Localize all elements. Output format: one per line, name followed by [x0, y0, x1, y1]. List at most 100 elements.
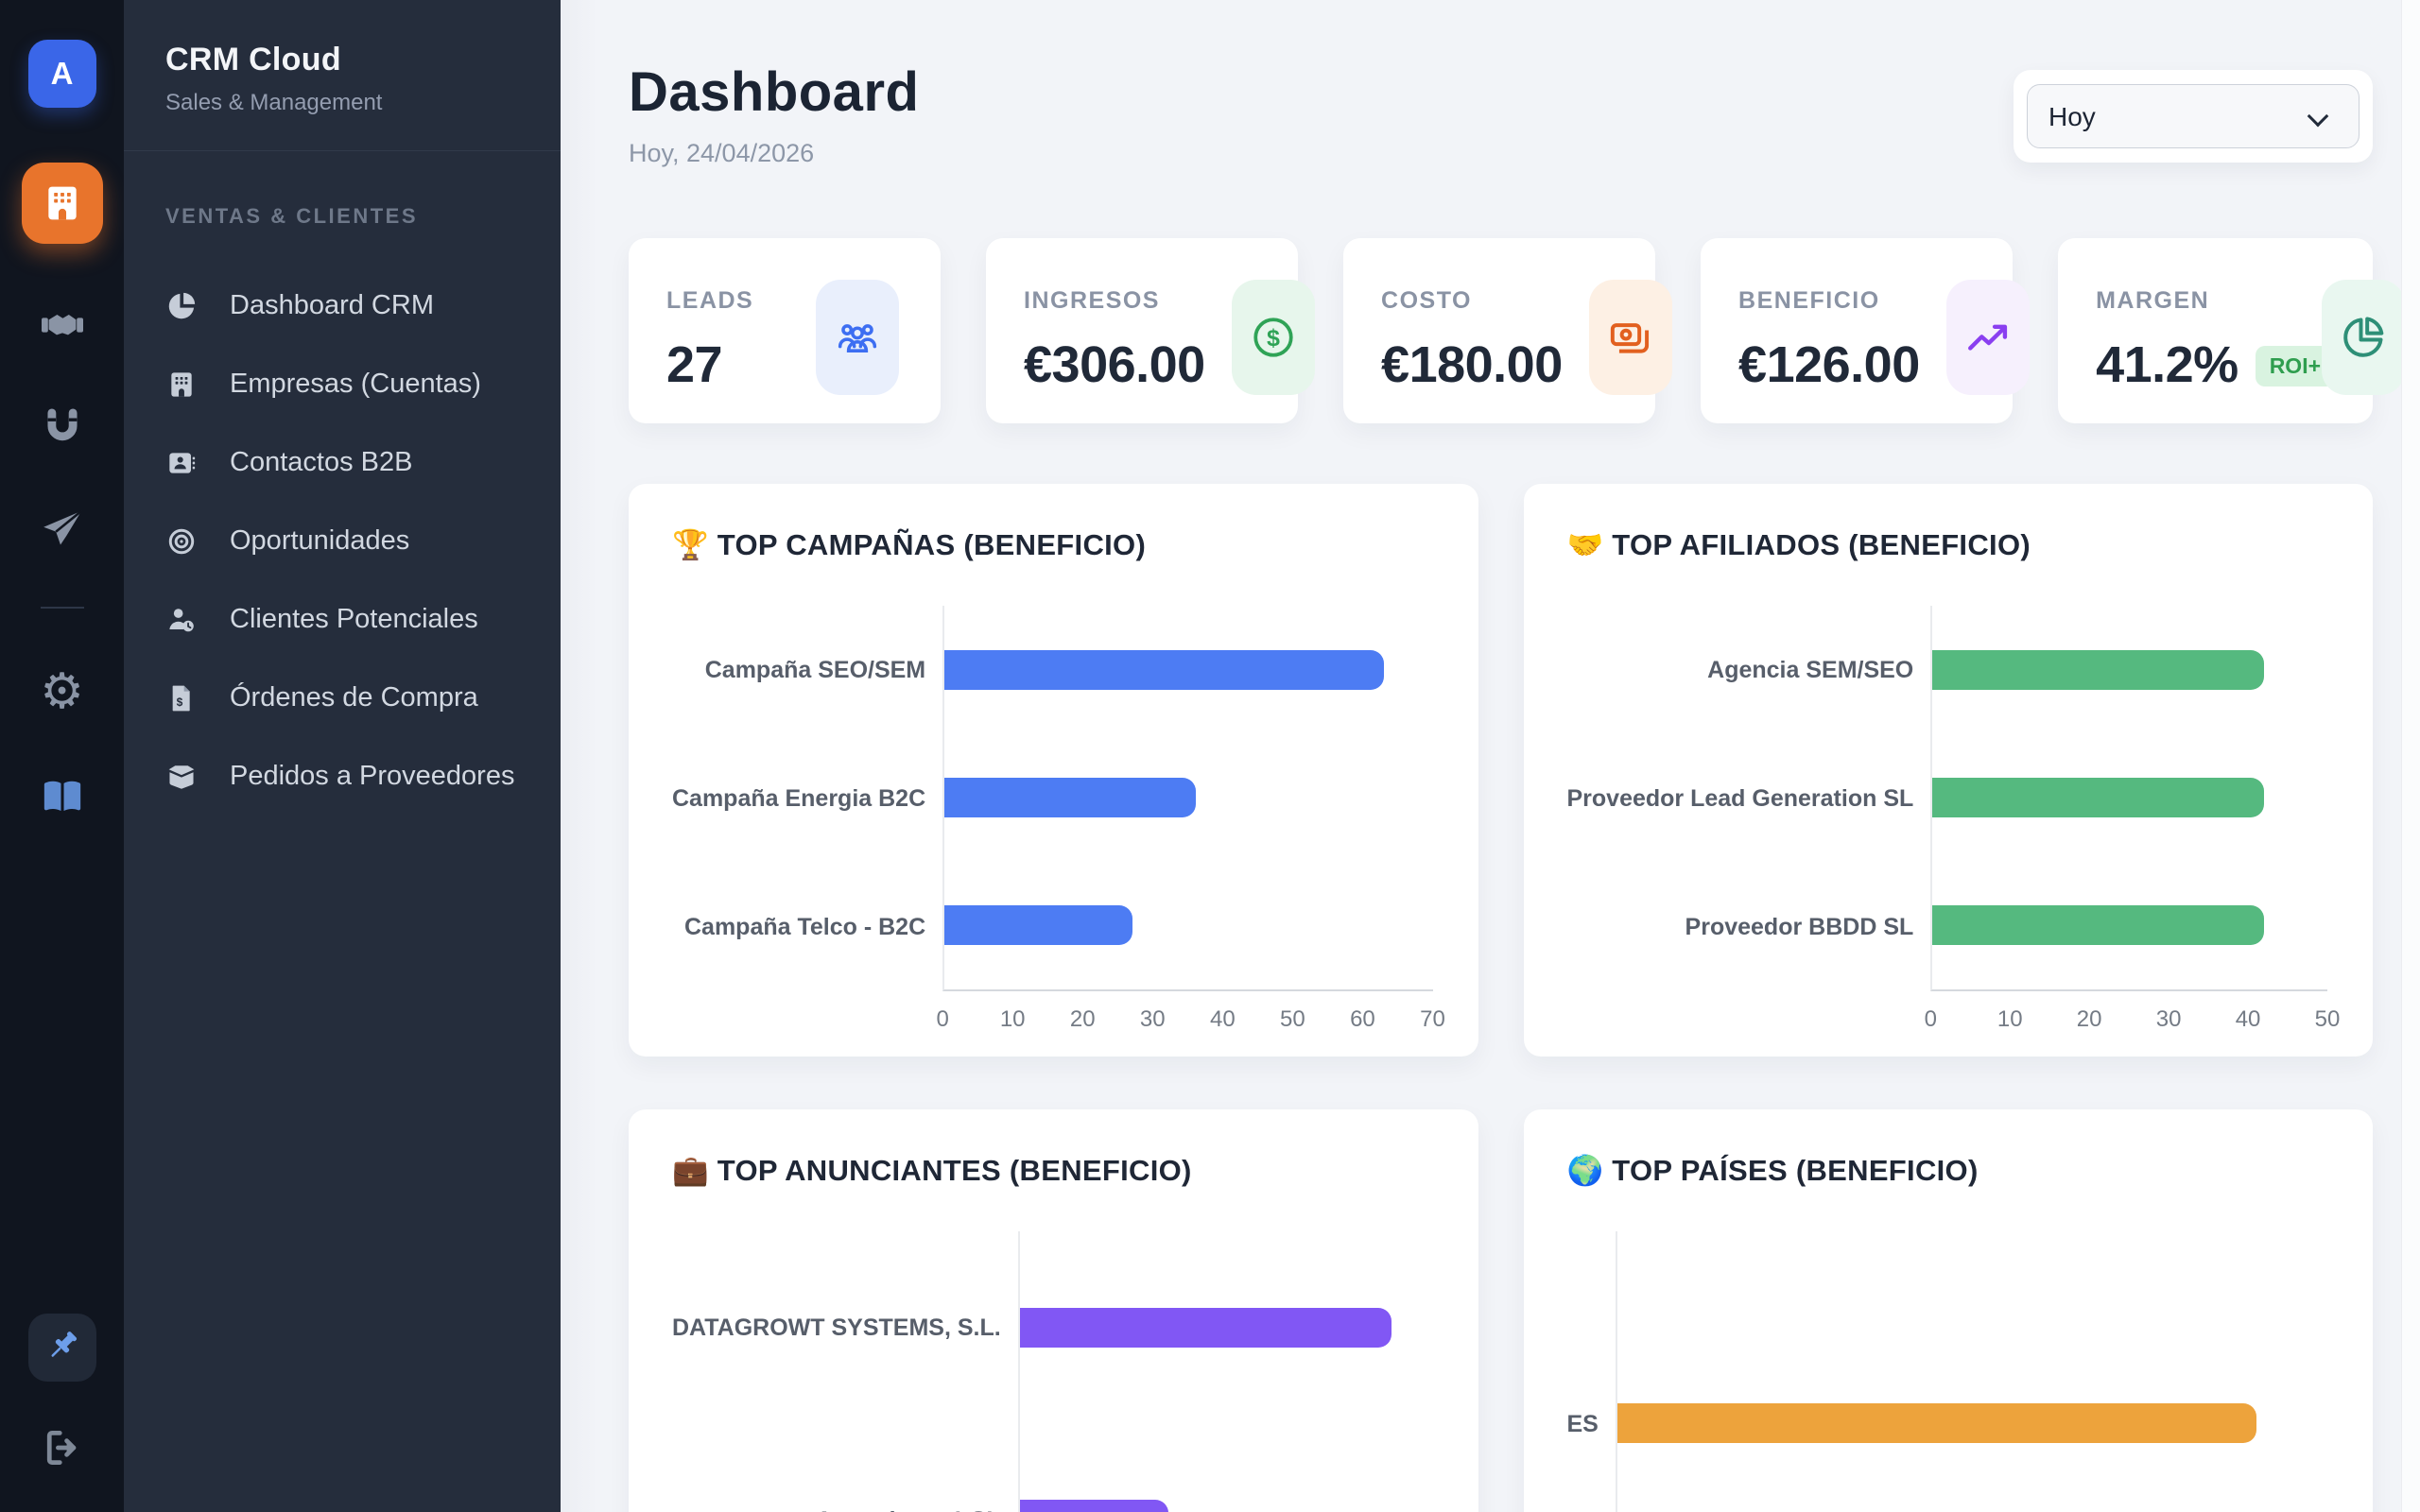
kpi-value: €306.00 — [1024, 336, 1205, 393]
bar — [1932, 905, 2265, 946]
chart-card-anunciantes: 💼 TOP ANUNCIANTES (BENEFICIO) DATAGROWT … — [629, 1109, 1478, 1512]
bar-band — [1019, 1423, 1433, 1512]
axis-tick: 40 — [2235, 1006, 2261, 1032]
sidebar-item-label: Contactos B2B — [230, 447, 413, 477]
roi-badge: ROI+ — [2255, 346, 2336, 387]
kpi-label: BENEFICIO — [1738, 287, 1880, 314]
app-name: CRM Cloud — [165, 42, 341, 77]
kpi-card-beneficio: BENEFICIO €126.00 — [1701, 238, 2031, 423]
sidebar-item-ordenes-compra[interactable]: $ Órdenes de Compra — [124, 659, 561, 737]
topbar: Dashboard Hoy, 24/04/2026 Hoy — [629, 60, 2373, 168]
bar-band — [944, 862, 1432, 989]
scrollbar-gutter[interactable] — [2401, 0, 2420, 1512]
bar — [944, 777, 1196, 817]
sidebar-item-label: Dashboard CRM — [230, 290, 434, 320]
axis-tick: 20 — [1069, 1006, 1096, 1032]
sidebar-item-empresas[interactable]: Empresas (Cuentas) — [124, 345, 561, 423]
category-label: Agencia SEM/SEO — [1707, 656, 1914, 683]
axis-tick: 20 — [2076, 1006, 2102, 1032]
logout-button[interactable] — [42, 1427, 83, 1469]
chart-plot-area — [942, 606, 1433, 991]
chart-x-axis: 0 10 20 30 40 50 60 70 — [936, 991, 1444, 1057]
category-label: Proveedor BBDD SL — [1685, 913, 1914, 940]
chart-title: 💼 TOP ANUNCIANTES (BENEFICIO) — [672, 1154, 1192, 1187]
sidebar-item-label: Pedidos a Proveedores — [230, 761, 515, 791]
chart-category-labels: Agencia SEM/SEO Proveedor Lead Generation… — [1567, 606, 1931, 991]
bar-band — [944, 606, 1432, 733]
app-logo-badge[interactable]: A — [27, 40, 96, 108]
kpi-label: MARGEN — [2096, 287, 2210, 314]
kpi-value: €126.00 — [1738, 336, 1920, 393]
chart-title: 🏆 TOP CAMPAÑAS (BENEFICIO) — [672, 528, 1147, 561]
bar — [1932, 649, 2265, 690]
building-icon — [42, 182, 83, 224]
chart-card-afiliados: 🤝 TOP AFILIADOS (BENEFICIO) Agencia SEM/… — [1523, 484, 2373, 1057]
date-range-select[interactable]: Hoy — [2027, 84, 2360, 148]
chart-category-labels: ES — [1567, 1231, 1616, 1512]
trending-up-icon — [1946, 280, 2031, 395]
logout-icon — [42, 1427, 83, 1469]
sidebar-item-label: Clientes Potenciales — [230, 604, 478, 634]
bar-band — [1616, 1231, 2327, 1512]
rail-building-button[interactable] — [21, 163, 103, 244]
axis-tick: 30 — [2155, 1006, 2182, 1032]
chart-card-paises: 🌍 TOP PAÍSES (BENEFICIO) ES — [1523, 1109, 2373, 1512]
sidebar-item-oportunidades[interactable]: Oportunidades — [124, 502, 561, 580]
app-tagline: Sales & Management — [165, 90, 383, 115]
bar — [944, 649, 1384, 690]
contact-card-icon — [165, 448, 198, 478]
kpi-value: €180.00 — [1381, 336, 1563, 393]
category-label: Anunciante 1 SL — [672, 1424, 1018, 1512]
gear-icon: ⚙ — [40, 664, 84, 719]
sidebar-item-contactos[interactable]: Contactos B2B — [124, 423, 561, 502]
chart-x-axis: 0 10 20 30 40 50 — [1925, 991, 2341, 1057]
axis-tick: 50 — [2314, 1006, 2341, 1032]
kpi-label: LEADS — [666, 287, 754, 314]
page-date: Hoy, 24/04/2026 — [629, 139, 815, 167]
bar-band — [1932, 862, 2327, 989]
kpi-value: 27 — [666, 336, 723, 393]
chart-plot-area — [1017, 1231, 1433, 1512]
paper-plane-icon — [42, 508, 83, 550]
pin-sidebar-button[interactable] — [27, 1314, 96, 1382]
svg-text:$: $ — [1267, 325, 1280, 352]
charts-row-1: 🏆 TOP CAMPAÑAS (BENEFICIO) Campaña SEO/S… — [629, 484, 2373, 1057]
rail-docs-button[interactable] — [41, 775, 84, 818]
rail-magnet-button[interactable] — [41, 406, 84, 450]
axis-tick: 50 — [1280, 1006, 1305, 1032]
bar-band — [1932, 606, 2327, 733]
svg-text:$: $ — [177, 696, 183, 709]
chart-category-labels: DATAGROWT SYSTEMS, S.L. Anunciante 1 SL — [672, 1231, 1018, 1512]
dollar-circle-icon: $ — [1232, 280, 1316, 395]
chart-card-campanas: 🏆 TOP CAMPAÑAS (BENEFICIO) Campaña SEO/S… — [629, 484, 1478, 1057]
rail-settings-button[interactable]: ⚙ — [40, 667, 84, 716]
sidebar-item-clientes-potenciales[interactable]: Clientes Potenciales — [124, 580, 561, 659]
rail-handshake-button[interactable] — [40, 302, 85, 348]
kpi-card-ingresos: INGRESOS €306.00 $ — [986, 238, 1316, 423]
chart-plot-area — [1615, 1231, 2327, 1512]
sidebar-section-label: VENTAS & CLIENTES — [165, 204, 419, 228]
rail-send-button[interactable] — [42, 508, 83, 550]
sidebar: CRM Cloud Sales & Management VENTAS & CL… — [124, 0, 561, 1512]
category-label: Campaña SEO/SEM — [704, 656, 926, 683]
charts-row-2: 💼 TOP ANUNCIANTES (BENEFICIO) DATAGROWT … — [629, 1109, 2373, 1512]
building-icon — [165, 369, 198, 400]
handshake-icon — [40, 302, 85, 348]
chart-title: 🌍 TOP PAÍSES (BENEFICIO) — [1566, 1154, 1979, 1187]
axis-tick: 40 — [1209, 1006, 1236, 1032]
chart-category-labels: Campaña SEO/SEM Campaña Energia B2C Campañ… — [672, 606, 942, 991]
axis-tick: 30 — [1139, 1006, 1166, 1032]
banknotes-icon — [1589, 280, 1673, 395]
bar — [1019, 1499, 1168, 1512]
category-label: DATAGROWT SYSTEMS, S.L. — [672, 1314, 1001, 1341]
rail-divider — [40, 607, 84, 609]
sidebar-item-pedidos-proveedores[interactable]: Pedidos a Proveedores — [124, 737, 561, 816]
category-label: Campaña Energia B2C — [672, 784, 926, 812]
kpi-card-leads: LEADS 27 — [629, 238, 942, 423]
bar — [1019, 1307, 1392, 1348]
sidebar-item-dashboard-crm[interactable]: Dashboard CRM — [124, 266, 561, 345]
date-range-card: Hoy — [2014, 70, 2373, 163]
user-clock-icon — [165, 605, 198, 635]
axis-tick: 60 — [1350, 1006, 1375, 1032]
axis-tick: 0 — [936, 1006, 949, 1032]
